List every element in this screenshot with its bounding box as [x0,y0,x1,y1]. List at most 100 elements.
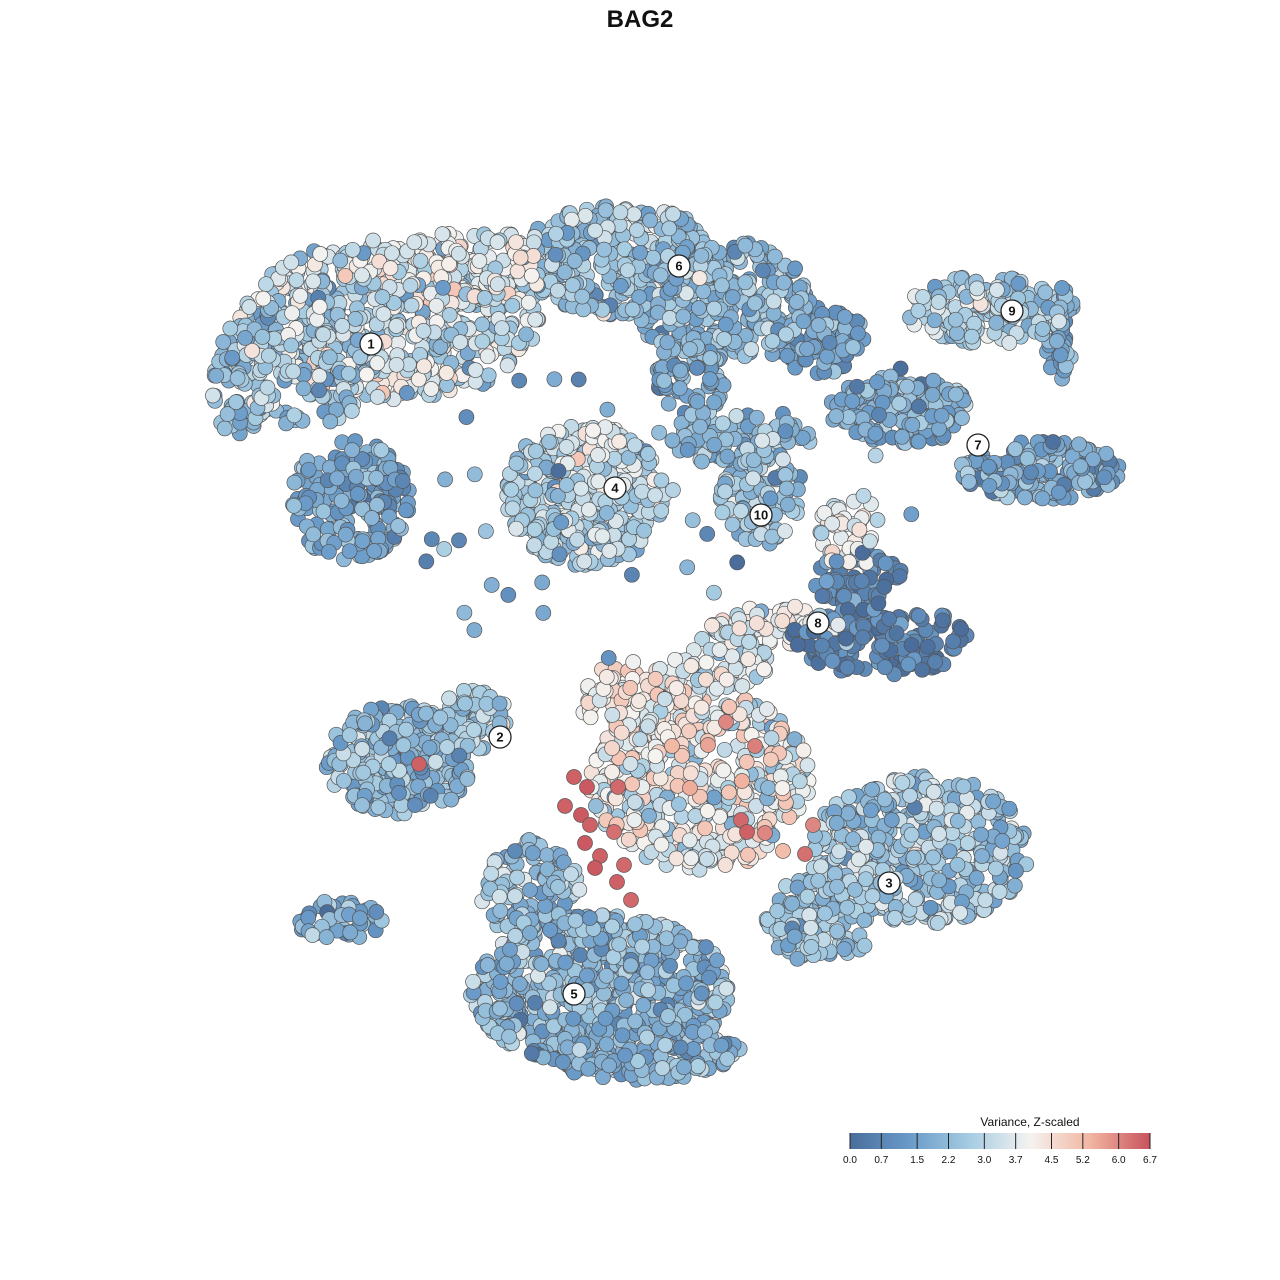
cell-point [919,638,936,655]
cell-point [466,466,483,483]
cell-point [977,892,994,909]
cell-point [905,849,922,866]
cell-point [526,521,543,538]
cell-point [767,248,783,265]
cell-point [681,723,697,740]
cell-point [818,573,835,590]
cell-point [500,587,517,603]
cell-point [855,487,872,504]
cell-point [656,691,673,707]
cell-point [437,471,453,488]
cell-point [694,453,710,470]
cell-point [844,393,861,410]
cell-point [740,846,756,863]
cell-point [625,654,642,670]
chart-title: BAG2 [607,6,674,33]
cell-point [465,973,481,990]
cell-point [894,428,910,445]
cell-point [1054,280,1070,296]
cell-point [537,898,554,914]
cell-points [205,198,1127,1088]
cell-point [612,204,629,221]
cell-point [626,206,642,223]
cell-point [557,954,574,971]
cell-point [542,922,558,938]
cell-point [734,678,751,694]
cell-point [914,661,931,678]
cell-point [849,378,865,395]
cell-point [925,784,942,800]
cell-point [241,299,258,315]
cell-point [894,774,911,791]
cell-point [582,709,599,726]
cell-point [867,447,884,464]
cell-point [891,568,908,585]
cell-point [641,807,657,824]
cell-point [604,764,620,780]
cell-point [679,559,696,576]
cell-point [511,976,528,992]
cell-point [611,433,628,450]
cell-point [693,985,710,1002]
cell-point [664,432,681,449]
cell-point [1001,335,1018,351]
cell-point [915,289,931,305]
cell-point [315,503,332,520]
cell-point [877,555,894,572]
cell-point [653,472,670,489]
cell-point [373,442,390,459]
cell-point [737,274,754,291]
cell-point [903,506,920,523]
cell-point [647,671,664,687]
cell-point [973,826,989,843]
cell-point [864,781,880,798]
cell-point [577,207,594,224]
cell-point [369,497,385,513]
cell-point [423,531,440,548]
cell-point [337,267,354,284]
cell-point [1037,284,1054,301]
cell-point [651,424,667,441]
cell-point [572,947,589,963]
cell-point [341,543,358,560]
cell-point [836,588,852,604]
cell-point [571,881,588,898]
cell-point [300,461,317,478]
cell-point [733,503,749,519]
cell-point [479,348,496,365]
cell-point [570,371,587,388]
cell-point [740,651,757,668]
cell-point [871,406,887,423]
cell-point [698,654,715,671]
cell-point [856,937,873,954]
cell-point [817,905,833,922]
cell-point [799,888,816,905]
cell-point [624,776,640,792]
cell-point [284,305,300,322]
cell-point [968,870,985,886]
cell-point [863,802,879,819]
cell-point [288,272,305,289]
cell-point [665,206,681,223]
cell-point [503,481,520,498]
cell-point [988,314,1005,331]
cell-point [994,833,1011,849]
cell-point [991,883,1008,900]
cell-point [283,254,300,271]
cell-point [524,845,541,861]
cell-point [600,650,617,666]
cell-point [466,622,483,638]
cell-point [423,381,440,397]
cell-point [215,334,232,350]
cell-point [716,741,733,758]
cell-point [775,274,792,291]
cell-point [829,923,846,940]
cell-point [869,374,885,390]
cell-point [683,658,700,674]
cell-point [525,234,542,251]
cell-point [474,316,490,333]
cell-point [483,865,500,882]
cell-point [784,895,800,912]
cell-point [694,631,710,647]
